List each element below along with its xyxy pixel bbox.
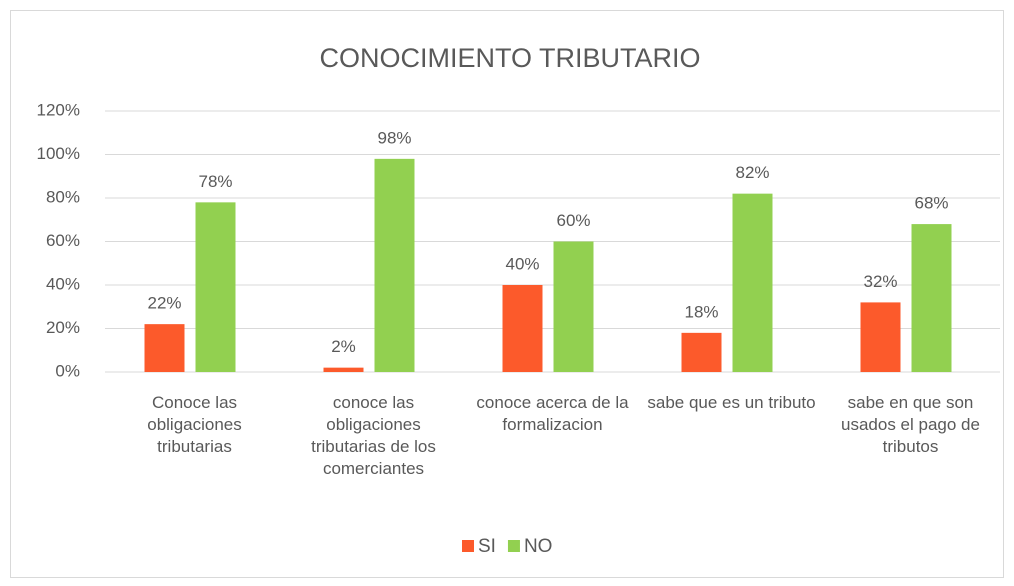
y-tick-label: 80% bbox=[46, 187, 80, 206]
bar bbox=[195, 202, 236, 372]
bar bbox=[502, 285, 543, 372]
data-label: 40% bbox=[505, 254, 539, 273]
y-tick-label: 0% bbox=[55, 361, 80, 380]
data-label: 98% bbox=[377, 128, 411, 147]
legend-label: NO bbox=[524, 536, 553, 557]
data-label: 32% bbox=[863, 272, 897, 291]
bar bbox=[323, 367, 364, 372]
data-label: 2% bbox=[331, 337, 356, 356]
x-tick-label: conoce las obligaciones tributarias de los… bbox=[311, 393, 436, 478]
x-tick-label: conoce acerca de la formalizacion bbox=[476, 393, 629, 434]
x-tick-label: Conoce las obligaciones tributarias bbox=[147, 393, 242, 456]
bar bbox=[681, 332, 722, 372]
data-label: 82% bbox=[735, 163, 769, 182]
data-label: 22% bbox=[147, 294, 181, 313]
data-label: 60% bbox=[556, 211, 590, 230]
legend-swatch bbox=[507, 540, 520, 552]
bar bbox=[374, 158, 415, 372]
data-label: 18% bbox=[684, 302, 718, 321]
y-tick-label: 100% bbox=[37, 144, 80, 163]
chart-title: CONOCIMIENTO TRIBUTARIO bbox=[319, 43, 700, 73]
y-tick-label: 60% bbox=[46, 231, 80, 250]
x-tick-label: sabe que es un tributo bbox=[647, 393, 815, 412]
y-tick-label: 120% bbox=[37, 100, 80, 119]
bar bbox=[911, 224, 952, 372]
legend-label: SI bbox=[478, 536, 496, 557]
bar bbox=[553, 241, 594, 372]
y-tick-label: 40% bbox=[46, 274, 80, 293]
bar bbox=[144, 324, 185, 372]
bar bbox=[860, 302, 901, 372]
x-tick-label: sabe en que son usados el pago de tributos bbox=[841, 393, 980, 456]
y-tick-label: 20% bbox=[46, 318, 80, 337]
data-label: 78% bbox=[198, 172, 232, 191]
data-label: 68% bbox=[914, 194, 948, 213]
bar bbox=[732, 193, 773, 372]
legend-swatch bbox=[462, 540, 474, 552]
